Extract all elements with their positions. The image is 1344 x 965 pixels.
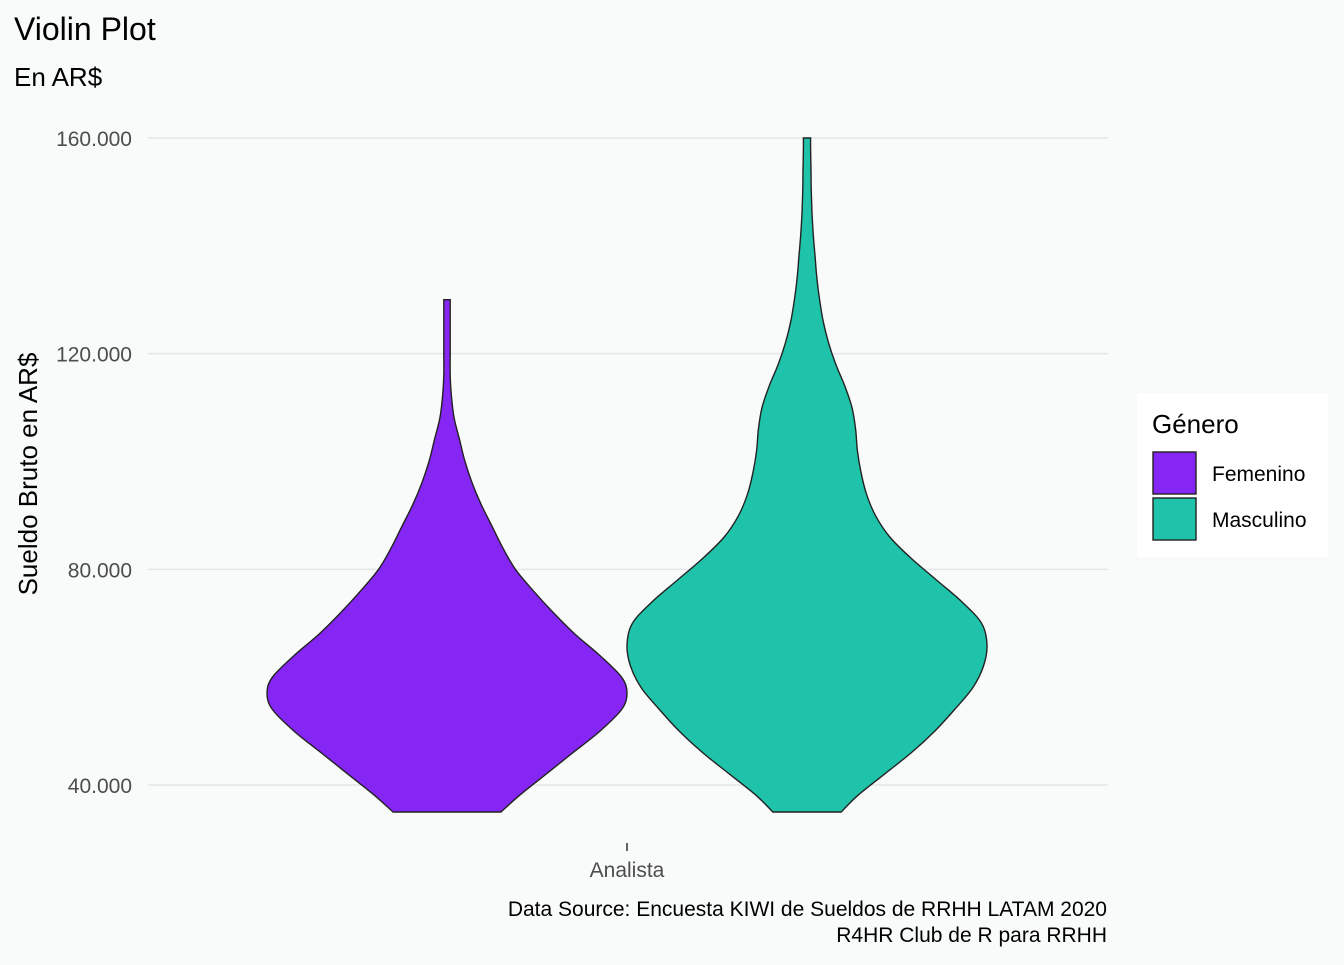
legend-key-masculino <box>1152 497 1197 541</box>
chart-subtitle: En AR$ <box>14 62 103 92</box>
y-tick-label: 120.000 <box>56 344 132 367</box>
y-tick-label: 160.000 <box>56 128 132 151</box>
legend: Género Femenino Masculino <box>1137 393 1328 557</box>
y-tick-label: 40.000 <box>68 775 132 798</box>
caption-line: R4HR Club de R para RRHH <box>836 924 1107 947</box>
legend-key-femenino <box>1152 451 1197 495</box>
chart-title: Violin Plot <box>14 11 156 47</box>
violin-masculino <box>626 137 988 813</box>
legend-label: Femenino <box>1212 463 1305 486</box>
caption: Data Source: Encuesta KIWI de Sueldos de… <box>508 898 1107 947</box>
grid-lines <box>148 137 1108 786</box>
legend-label: Masculino <box>1212 509 1307 532</box>
violins <box>266 137 988 813</box>
axes: 40.000 80.000 120.000 160.000 Analista <box>56 128 665 882</box>
caption-line: Data Source: Encuesta KIWI de Sueldos de… <box>508 898 1107 921</box>
x-tick-label: Analista <box>590 859 665 882</box>
y-axis-label: Sueldo Bruto en AR$ <box>13 352 43 595</box>
legend-title: Género <box>1152 409 1239 439</box>
violin-femenino <box>266 299 628 813</box>
y-tick-label: 80.000 <box>68 559 132 582</box>
